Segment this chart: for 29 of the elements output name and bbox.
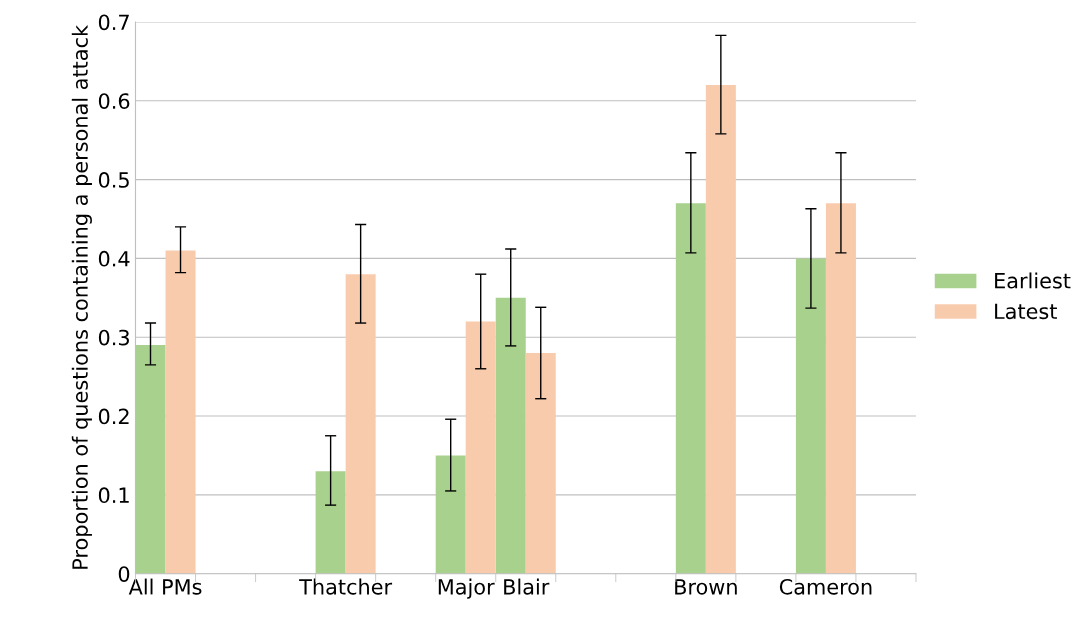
y-axis-title: Proportion of questions containing a personal attack [71, 24, 92, 569]
bar [495, 297, 526, 574]
y-tick-label: 0.1 [98, 487, 129, 504]
bar [675, 203, 706, 574]
legend-label: Latest [995, 303, 1057, 320]
y-tick-label: 0.5 [98, 172, 129, 188]
bar [165, 250, 196, 574]
bar [435, 455, 466, 574]
x-tick-label: All PMs [128, 578, 202, 595]
y-tick-label: 0.2 [98, 408, 129, 425]
bar [795, 258, 826, 574]
x-tick-label: Brown [675, 579, 737, 595]
bar [135, 345, 166, 574]
bar [315, 471, 346, 574]
bar [465, 321, 496, 574]
legend-label: Earliest [995, 272, 1071, 289]
bar [705, 85, 736, 574]
bar [825, 203, 856, 574]
y-tick-label: 0 [118, 566, 130, 582]
y-tick-label: 0.3 [98, 329, 129, 346]
bar [525, 353, 556, 574]
x-tick-label: Blair [504, 578, 550, 595]
x-tick-label: Major [438, 578, 495, 599]
y-tick-label: 0.6 [98, 93, 130, 109]
bar [345, 274, 376, 574]
x-tick-label: Thatcher [299, 578, 393, 595]
y-tick-label: 0.7 [98, 14, 129, 31]
y-tick-label: 0.4 [98, 250, 130, 267]
x-tick-label: Cameron [779, 578, 872, 595]
